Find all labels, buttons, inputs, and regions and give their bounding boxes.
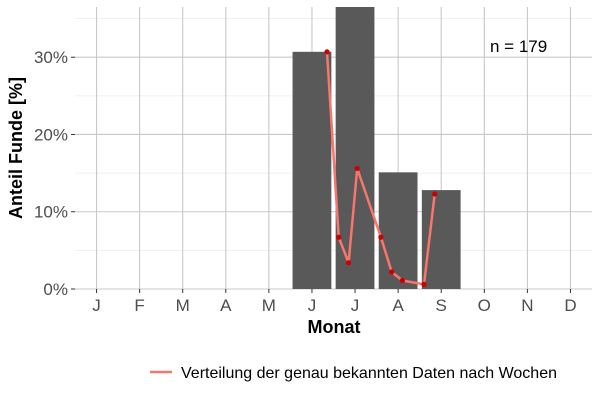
weekly-point: [378, 234, 384, 240]
weekly-point: [432, 191, 438, 197]
y-axis-ticks: 0% 10% 20% 30%: [34, 48, 75, 299]
y-tick-label: 20%: [34, 125, 68, 144]
weekly-point: [399, 277, 406, 284]
legend-label: Verteilung der genau bekannten Daten nac…: [181, 365, 557, 382]
x-tick-label: F: [134, 296, 144, 315]
weekly-point: [324, 49, 330, 55]
x-tick-label: M: [262, 296, 276, 315]
x-tick-label: A: [220, 296, 232, 315]
y-tick-label: 0%: [43, 280, 68, 299]
weekly-point: [354, 165, 360, 172]
x-tick-label: J: [92, 296, 101, 315]
y-tick-label: 10%: [34, 203, 68, 222]
weekly-point: [421, 281, 427, 287]
x-tick-label: A: [392, 296, 404, 315]
x-tick-label: O: [478, 296, 491, 315]
x-tick-label: M: [176, 296, 190, 315]
bars: [292, 7, 461, 289]
weekly-distribution-points: [324, 49, 438, 287]
bar-6: [292, 51, 332, 289]
x-tick-label: D: [564, 296, 576, 315]
x-tick-label: S: [436, 296, 447, 315]
x-tick-label: J: [308, 296, 317, 315]
y-axis-title: Anteil Funde [%]: [6, 77, 26, 219]
bar-8: [378, 172, 418, 289]
x-axis-title: Monat: [308, 317, 361, 337]
bar-7: [335, 7, 375, 289]
x-tick-label: N: [521, 296, 533, 315]
legend: Verteilung der genau bekannten Daten nac…: [150, 365, 557, 382]
weekly-point: [336, 234, 342, 240]
bar-9: [421, 190, 461, 289]
weekly-point: [389, 269, 395, 275]
sample-size-annotation: n = 179: [490, 37, 547, 56]
weekly-point: [345, 260, 352, 266]
y-tick-label: 30%: [34, 48, 68, 67]
x-tick-label: J: [351, 296, 360, 315]
